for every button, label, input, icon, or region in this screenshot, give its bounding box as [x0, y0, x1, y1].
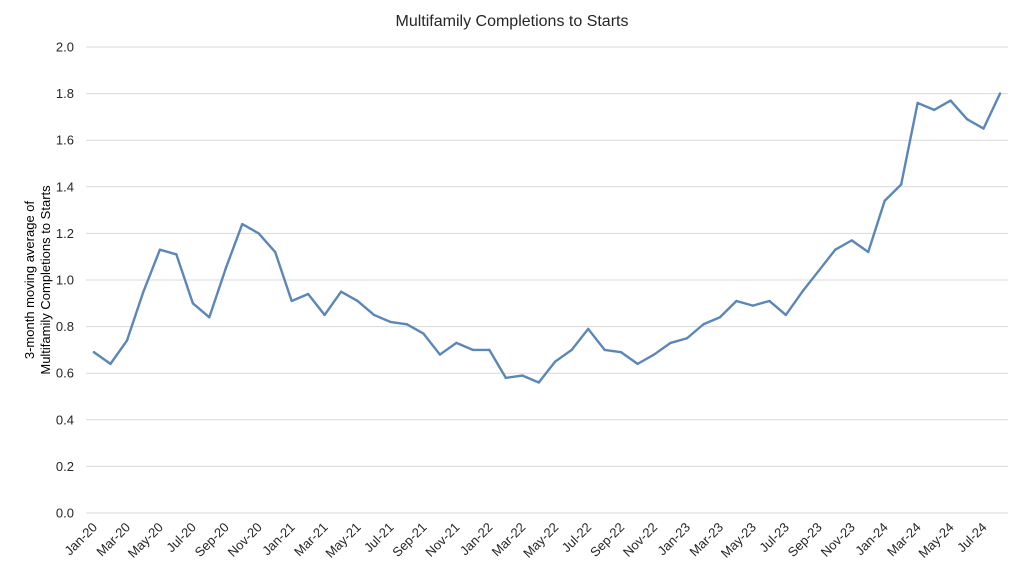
data-point — [422, 332, 425, 335]
chart-title: Multifamily Completions to Starts — [396, 13, 629, 30]
data-point — [850, 239, 853, 242]
data-point — [718, 316, 722, 319]
y-tick-label: 1.8 — [56, 86, 74, 101]
data-point — [554, 360, 557, 363]
data-point — [339, 290, 343, 293]
series-line — [92, 92, 1002, 384]
y-axis-ticks: 0.0 0.2 0.4 0.6 0.8 1.0 1.2 1.4 1.6 1.8 2.0 — [56, 40, 74, 521]
x-tick-label: May-22 — [520, 520, 561, 561]
data-point — [982, 127, 985, 130]
data-point — [916, 101, 919, 105]
data-point — [92, 351, 96, 354]
data-point — [455, 341, 458, 345]
x-tick-label: Nov-20 — [225, 520, 265, 560]
data-point — [290, 299, 293, 303]
x-tick-label: Jan-22 — [457, 520, 496, 559]
x-tick-label: May-20 — [125, 520, 166, 561]
data-point — [570, 348, 573, 352]
data-point — [899, 183, 903, 186]
data-point — [504, 376, 508, 380]
data-point — [603, 348, 606, 352]
data-point — [471, 348, 475, 352]
data-point — [932, 108, 936, 112]
y-tick-label: 1.0 — [56, 273, 74, 288]
x-tick-label: May-24 — [915, 520, 956, 561]
gridlines — [86, 46, 1008, 514]
data-point — [191, 302, 195, 305]
data-point — [669, 341, 672, 345]
data-point — [125, 339, 129, 342]
x-tick-label: Sep-23 — [785, 520, 825, 560]
x-tick-label: Jan-24 — [852, 520, 891, 559]
data-point — [142, 290, 145, 293]
data-point — [257, 232, 260, 235]
y-tick-label: 1.4 — [56, 179, 74, 194]
data-point — [784, 313, 788, 317]
y-tick-label: 0.8 — [56, 319, 74, 334]
data-point — [274, 250, 277, 254]
data-point — [949, 99, 952, 102]
x-tick-label: Sep-20 — [192, 520, 232, 560]
data-point — [751, 304, 755, 307]
data-point — [356, 299, 359, 303]
y-tick-label: 0.4 — [56, 412, 74, 427]
data-point — [208, 316, 211, 319]
x-tick-label: May-23 — [718, 520, 759, 561]
data-point — [158, 248, 162, 251]
data-point — [965, 118, 969, 121]
y-tick-label: 2.0 — [56, 40, 74, 55]
data-point — [768, 299, 771, 303]
data-point — [306, 292, 310, 296]
data-point — [389, 320, 392, 324]
data-point — [619, 351, 623, 354]
data-point — [652, 353, 656, 356]
y-tick-label: 1.2 — [56, 226, 74, 241]
series-layer — [92, 92, 1002, 384]
y-tick-label: 0.0 — [56, 506, 74, 521]
data-point — [586, 327, 590, 331]
data-point — [867, 250, 870, 254]
data-point — [438, 353, 442, 356]
y-tick-label: 0.6 — [56, 366, 74, 381]
x-tick-label: Jan-20 — [61, 520, 100, 559]
y-axis-label-line-2: Multifamily Completions to Starts — [38, 185, 53, 375]
data-point — [801, 290, 804, 293]
x-tick-label: Sep-22 — [587, 520, 627, 560]
data-point — [323, 313, 326, 317]
data-point — [834, 248, 837, 251]
data-point — [521, 374, 524, 377]
data-point — [488, 348, 491, 352]
x-tick-label: Sep-21 — [389, 520, 429, 560]
x-axis-ticks: Jan-20Mar-20May-20Jul-20Sep-20Nov-20Jan-… — [61, 520, 989, 561]
data-point — [537, 381, 540, 384]
y-axis-label-line-1: 3-month moving average of — [22, 200, 37, 359]
data-point — [636, 362, 639, 366]
data-point — [109, 362, 112, 366]
x-tick-label: Nov-23 — [818, 520, 858, 560]
data-point — [372, 313, 376, 317]
y-tick-label: 1.6 — [56, 133, 74, 148]
x-tick-label: Jan-23 — [654, 520, 693, 559]
x-tick-label: Jul-24 — [954, 520, 990, 556]
data-point — [817, 269, 820, 272]
x-tick-label: May-21 — [322, 520, 363, 561]
data-point — [241, 222, 244, 226]
x-tick-label: Nov-21 — [422, 520, 462, 560]
x-tick-label: Jan-21 — [259, 520, 298, 559]
data-point — [883, 199, 886, 202]
data-point — [702, 323, 705, 326]
data-point — [405, 323, 409, 326]
data-point — [224, 267, 227, 270]
data-point — [175, 253, 178, 256]
data-point — [735, 299, 738, 303]
x-tick-label: Nov-22 — [620, 520, 660, 560]
y-tick-label: 0.2 — [56, 459, 74, 474]
data-point — [998, 92, 1002, 95]
data-point — [685, 337, 689, 340]
